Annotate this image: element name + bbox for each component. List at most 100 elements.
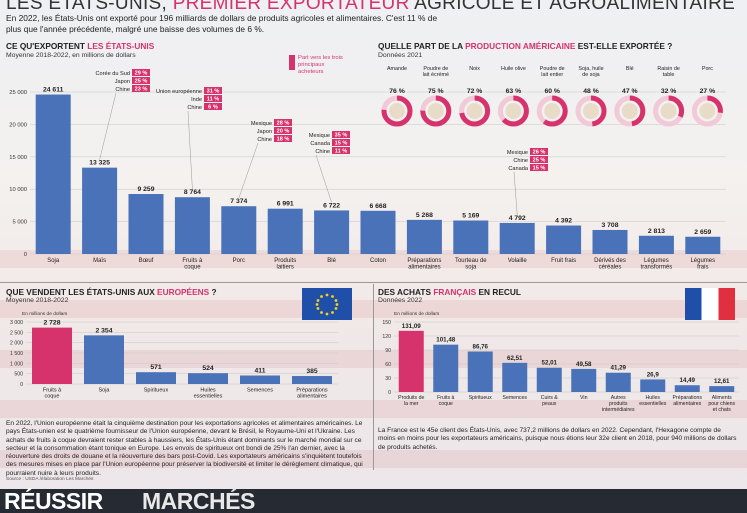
footer-bar xyxy=(0,489,747,513)
category-label: Produits laitiers xyxy=(274,258,296,271)
value-label: 8 764 xyxy=(184,189,201,196)
category-label: Autres produits intermédiaires xyxy=(602,395,635,413)
product-icon xyxy=(505,103,522,119)
category-label: Coton xyxy=(370,258,386,264)
category-label: Porc xyxy=(233,258,245,264)
value-label: 2 659 xyxy=(694,229,711,236)
product-icon xyxy=(466,103,483,119)
value-label: 14,49 xyxy=(680,377,696,384)
product-icon xyxy=(621,103,638,119)
y-tick-label: 5 000 xyxy=(12,220,27,226)
value-label: 101,48 xyxy=(436,337,455,344)
donut-poudre-de-lait-ecreme: Poudre de lait écrémé 75 % xyxy=(420,66,452,127)
buyer-share-box xyxy=(204,87,222,94)
buyer-share-box xyxy=(530,148,548,155)
donut-category-label: Huile olive xyxy=(501,66,526,72)
exports-legend: Part vers les trois principaux acheteurs xyxy=(289,55,344,76)
donut-value-label: 72 % xyxy=(467,88,483,95)
donut-amande: Amande 76 % xyxy=(381,66,413,127)
europe-title: QUE VENDENT LES ÉTATS-UNIS AUX EUROPÉENS… xyxy=(6,287,217,297)
value-label: 5 268 xyxy=(416,212,433,219)
bar-legumes-frais xyxy=(685,236,721,254)
donut-arc xyxy=(575,95,607,127)
donut-arc xyxy=(614,95,646,127)
buyer-share-box xyxy=(132,69,150,76)
buyer-share: 23 % xyxy=(135,87,148,93)
donut-category-label: Soja, huile de soja xyxy=(578,66,603,78)
donut-arc xyxy=(653,95,685,127)
category-label: Légumes transformés xyxy=(641,258,673,271)
donut-huile-olive: Huile olive 63 % xyxy=(497,66,529,127)
buyer-country: Chine xyxy=(513,158,528,164)
buyer-share: 15 % xyxy=(533,166,546,172)
buyer-share: 29 % xyxy=(135,71,148,77)
value-label: 411 xyxy=(255,368,266,375)
callout-line xyxy=(187,110,193,190)
product-icon xyxy=(389,103,405,119)
buyer-country: Chine xyxy=(115,87,130,93)
legend-swatch xyxy=(289,55,295,70)
buyer-country: Corée du Sud xyxy=(95,71,130,77)
y-tick-label: 15 000 xyxy=(9,155,27,161)
bar-mais xyxy=(82,167,118,254)
buyer-country: Chine xyxy=(187,105,202,111)
value-label: 41,29 xyxy=(611,365,627,372)
donut-poudre-de-lait-entier: Poudre de lait entier 60 % xyxy=(536,66,568,127)
buyer-share-box xyxy=(132,77,150,84)
donut-ble: Blé 47 % xyxy=(614,66,646,127)
donut-arc xyxy=(497,95,529,127)
callout-line xyxy=(315,154,332,203)
category-label: Semences xyxy=(502,395,527,401)
bar-semences xyxy=(502,362,528,392)
y-tick-label: 1 000 xyxy=(10,361,23,367)
value-label: 6 722 xyxy=(323,202,340,209)
france-unit: En millions de dollars xyxy=(394,312,440,317)
y-tick-label: 10 000 xyxy=(9,187,27,193)
category-label: Aliments pour chiens et chats xyxy=(708,395,735,413)
buyer-country: Mexique xyxy=(251,121,272,127)
y-tick-label: 60 xyxy=(385,362,391,368)
buyer-share: 31 % xyxy=(207,89,220,95)
value-label: 6 668 xyxy=(369,203,386,210)
bar-porc xyxy=(221,206,257,254)
share-title: QUELLE PART DE LA PRODUCTION AMÉRICAINE … xyxy=(378,41,673,51)
bar-ble xyxy=(314,210,350,254)
buyer-country: Japon xyxy=(115,79,130,85)
bar-fruits-a-coque xyxy=(433,344,459,392)
value-label: 5 169 xyxy=(462,213,479,220)
donut-category-label: Blé xyxy=(626,66,634,72)
product-icon xyxy=(699,103,716,119)
buyer-share: 35 % xyxy=(335,133,348,139)
france-flag-icon xyxy=(685,288,735,320)
value-label: 2 728 xyxy=(43,320,60,327)
value-label: 7 374 xyxy=(230,198,247,205)
y-tick-label: 500 xyxy=(14,372,23,378)
bar-coton xyxy=(360,210,396,254)
donut-arc xyxy=(420,95,452,127)
donut-value-label: 27 % xyxy=(700,88,716,95)
buyer-country: Chine xyxy=(257,137,272,143)
buyer-country: Mexique xyxy=(309,133,330,139)
value-label: 62,51 xyxy=(507,355,523,362)
value-label: 26,9 xyxy=(647,371,660,378)
donut-category-label: Amande xyxy=(387,66,407,72)
category-label: Tourteau de soja xyxy=(455,258,487,271)
buyer-callout-porc: Mexique 28 % Japon 20 % Chine 18 % xyxy=(238,119,292,199)
value-label: 13 325 xyxy=(89,160,110,167)
buyer-share: 6 % xyxy=(208,105,218,111)
europe-subtitle: Moyenne 2018-2022 xyxy=(6,297,69,304)
bar-aliments-pour-chiens-et-chats xyxy=(709,386,735,392)
category-label: Produits de la mer xyxy=(398,395,424,407)
chart-europe: 0 500 1 000 1 500 2 000 2 500 3 000 2 728 Fruits… xyxy=(10,320,338,400)
category-label: Préparations alimentaires xyxy=(296,388,327,400)
value-label: 131,09 xyxy=(402,323,421,330)
exports-title: CE QU'EXPORTENT LES ÉTATS-UNIS xyxy=(6,41,155,51)
bar-semences xyxy=(240,375,280,384)
buyer-share: 25 % xyxy=(533,158,546,164)
buyer-country: Chine xyxy=(315,149,330,155)
category-label: Huiles essentielles xyxy=(639,395,667,407)
callout-line xyxy=(513,171,518,215)
bar-vin xyxy=(571,368,597,392)
bar-fruits-a-coque xyxy=(32,327,72,384)
value-label: 2 354 xyxy=(95,327,112,334)
